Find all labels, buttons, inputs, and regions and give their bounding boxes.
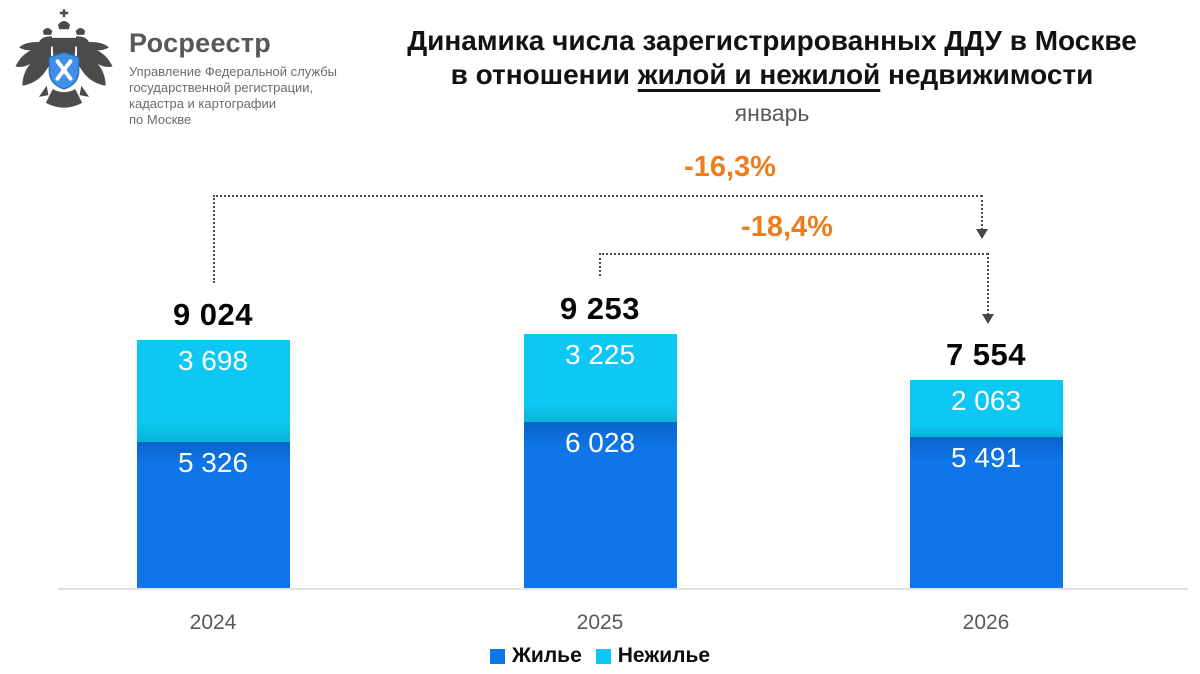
bar-segment-nonresidential-2024: 3 698 — [136, 340, 290, 442]
legend-item-nonresidential: Нежилье — [595, 644, 711, 668]
chart-header: Динамика числа зарегистрированных ДДУ в … — [372, 24, 1172, 127]
legend-swatch-residential — [489, 648, 505, 664]
chart-subtitle-month: январь — [734, 100, 810, 126]
decline-arrow-2025-horizontal-segment — [599, 253, 988, 255]
page-title: Динамика числа зарегистрированных ДДУ в … — [372, 24, 1172, 92]
decline-label-2025-2026: -18,4% — [741, 211, 833, 243]
legend-label-residential: Жилье — [511, 644, 582, 667]
bar-segment-nonresidential-2025: 3 225 — [523, 333, 677, 423]
decline-arrow-2025-start-segment — [599, 253, 601, 276]
bar-segment-residential-2025: 6 028 — [523, 422, 677, 588]
logo-org-description: Управление Федеральной службы государств… — [129, 64, 337, 128]
bar-segment-residential-2026: 5 491 — [909, 437, 1063, 588]
bar-total-label-2025: 9 253 — [559, 290, 641, 326]
decline-arrow-2024-start-segment — [213, 195, 215, 283]
org-line: государственной регистрации, — [129, 80, 314, 95]
title-line2-underlined: жилой и нежилой — [637, 59, 881, 90]
decline-label-2024-2026: -16,3% — [684, 151, 776, 183]
x-axis-label-2024: 2024 — [189, 611, 237, 634]
title-line2-suffix: недвижимости — [880, 59, 1094, 90]
title-line1: Динамика числа зарегистрированных ДДУ в … — [407, 25, 1137, 56]
legend-label-nonresidential: Нежилье — [617, 644, 711, 667]
decline-arrow-2024-horizontal-segment — [213, 195, 982, 197]
logo-brand-name: Росреестр — [129, 28, 272, 58]
bar-segment-residential-2024: 5 326 — [136, 441, 290, 588]
rosreestr-eagle-emblem-icon — [12, 8, 116, 132]
decline-arrow-2025-end-segment — [987, 253, 989, 315]
legend-swatch-nonresidential — [595, 648, 611, 664]
x-axis-label-2026: 2026 — [962, 611, 1010, 634]
bar-total-label-2026: 7 554 — [945, 337, 1027, 373]
x-axis-label-2025: 2025 — [576, 611, 624, 634]
org-line: Управление Федеральной службы — [129, 64, 337, 79]
org-line: кадастра и картографии — [129, 96, 277, 111]
bar-segment-nonresidential-2026: 2 063 — [909, 380, 1063, 438]
decline-arrow-2025-arrowhead-icon — [982, 314, 994, 324]
decline-arrow-2024-end-segment — [981, 195, 983, 230]
legend: Жилье Нежилье — [0, 644, 1200, 668]
legend-item-residential: Жилье — [489, 644, 582, 668]
title-line2-prefix: в отношении — [450, 59, 638, 90]
bar-total-label-2024: 9 024 — [172, 297, 254, 332]
decline-arrow-2024-arrowhead-icon — [976, 229, 988, 239]
rosreestr-logo: Росреестр Управление Федеральной службы … — [12, 8, 337, 132]
org-line: по Москве — [129, 112, 192, 127]
x-axis-line — [58, 588, 1188, 590]
